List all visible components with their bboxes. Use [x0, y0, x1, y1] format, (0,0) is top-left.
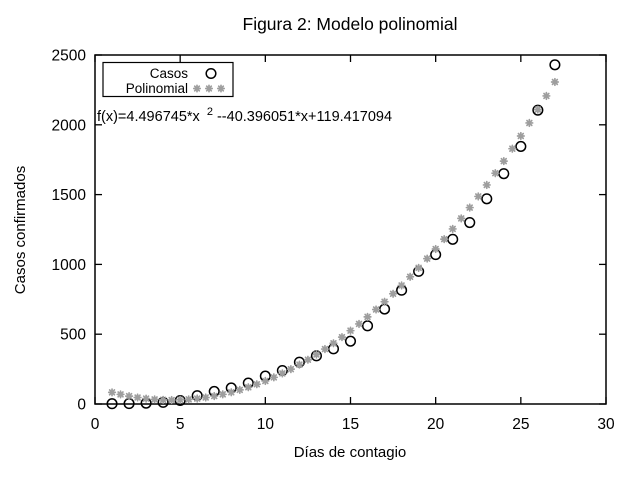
x-tick-label: 25 [512, 416, 529, 433]
casos-point [532, 104, 544, 116]
y-tick-label: 1500 [52, 187, 87, 204]
polinomial-point [278, 369, 287, 378]
y-tick-label: 0 [77, 397, 86, 414]
polinomial-point [482, 180, 491, 190]
x-tick-label: 15 [342, 416, 359, 433]
plot-border [94, 54, 607, 405]
polinomial-point [525, 118, 534, 128]
casos-point [464, 216, 476, 229]
polinomial-point [286, 365, 296, 374]
axis-ticks [94, 54, 607, 405]
polinomial-point [227, 388, 236, 397]
polinomial-point [184, 395, 193, 404]
generated-plot-layer: 0 5 10 15 20 25 30 0 500 1000 1500 2000 2500 [52, 48, 615, 434]
polinomial-point [141, 394, 151, 403]
polinomial-point [440, 234, 449, 244]
polinomial-point [423, 254, 432, 263]
polinomial-point [414, 263, 423, 273]
casos-point [498, 168, 510, 180]
polinomial-point [150, 395, 159, 404]
polinomial-point [491, 169, 500, 178]
casos-point [481, 193, 493, 205]
casos-point [549, 59, 561, 71]
polinomial-point [158, 395, 168, 404]
x-tick-label: 5 [176, 416, 185, 433]
polinomial-point [167, 395, 176, 405]
polinomial-point [235, 385, 244, 395]
polinomial-point [320, 344, 330, 354]
y-tick-label: 2500 [52, 48, 87, 65]
legend-label-polinomial: Polinomial [126, 81, 188, 96]
polinomial-point [252, 380, 261, 389]
polinomial-point [244, 383, 253, 392]
polinomial-point [346, 326, 355, 335]
polinomial-point [133, 393, 142, 402]
polinomial-point [397, 281, 406, 290]
polinomial-point [337, 332, 347, 342]
polinomial-point [388, 289, 398, 298]
polinomial-point [380, 297, 389, 306]
polinomial-point [312, 350, 321, 359]
casos-point [361, 320, 374, 332]
polinomial-point [295, 360, 304, 369]
polinomial-point [431, 244, 440, 254]
polinomial-point [516, 131, 525, 141]
polinomial-point [405, 272, 415, 281]
polinomial-point [107, 388, 117, 397]
x-tick-label: 30 [597, 416, 615, 433]
polinomial-point [201, 393, 210, 402]
polinomial-point [474, 192, 483, 201]
polinomial-point [533, 105, 543, 114]
x-tick-label: 10 [257, 416, 275, 433]
polinomial-point [329, 339, 338, 348]
polinomial-point [261, 376, 270, 386]
polinomial-point [363, 312, 372, 322]
polinomial-point [457, 214, 466, 223]
polinomial-point [193, 394, 202, 403]
casos-point [515, 140, 527, 152]
legend-label-casos: Casos [150, 66, 189, 81]
chart-title: Figura 2: Modelo polinomial [243, 14, 458, 34]
fit-equation-superscript: 2 [207, 106, 213, 118]
x-axis-title: Días de contagio [294, 444, 407, 461]
fit-equation-suffix: --40.396051*x+119.417094 [217, 109, 392, 125]
polinomial-point [116, 390, 125, 399]
y-axis-title: Casos confirmados [12, 166, 29, 294]
polinomial-point [371, 305, 381, 314]
legend: Casos Polinomial [102, 61, 234, 98]
polinomial-point [176, 395, 185, 404]
polinomial-point [303, 355, 313, 364]
polinomial-legend-marker-icon [192, 84, 226, 93]
polinomial-point [448, 224, 457, 234]
polinomial-point [354, 319, 364, 329]
polinomial-point [210, 391, 219, 401]
polinomial-point [218, 390, 227, 399]
y-tick-label: 500 [60, 327, 86, 344]
casos-point [344, 335, 357, 347]
tick-labels: 0 5 10 15 20 25 30 0 500 1000 1500 2000 2500 [52, 48, 615, 434]
polinomial-point [550, 77, 560, 87]
polinomial-point [508, 144, 517, 153]
casos-legend-marker-icon [205, 67, 217, 80]
polinomial-point [542, 91, 551, 101]
y-tick-label: 1000 [52, 257, 87, 274]
polinomial-point [124, 391, 134, 401]
polinomial-point [269, 373, 278, 382]
polinomial-point [499, 156, 508, 166]
fit-equation: f(x)=4.496745*x 2 --40.396051*x+119.4170… [97, 103, 392, 125]
series-polinomial [107, 77, 560, 405]
x-tick-label: 20 [427, 416, 445, 433]
polinomial-point [465, 203, 474, 212]
y-tick-label: 2000 [52, 117, 87, 134]
casos-point [447, 233, 459, 245]
casos-point [106, 398, 118, 410]
x-tick-label: 0 [91, 416, 100, 433]
fit-equation-prefix: f(x)=4.496745*x [97, 109, 201, 125]
